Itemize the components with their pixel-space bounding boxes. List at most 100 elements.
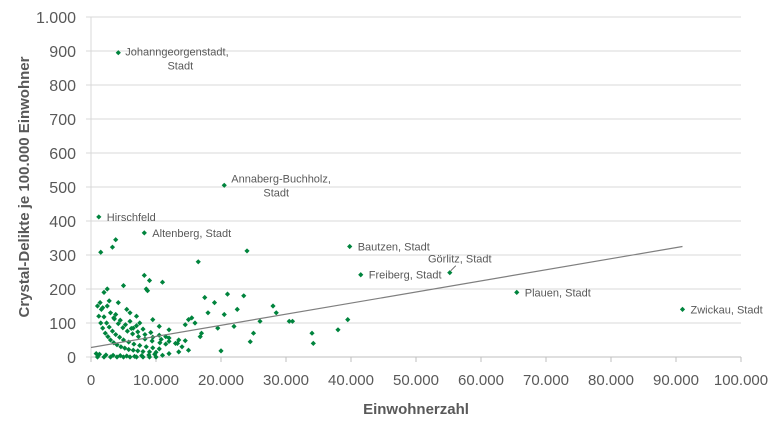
data-point <box>289 318 296 324</box>
data-point <box>146 352 152 358</box>
data-point <box>137 320 143 326</box>
data-point <box>98 306 104 312</box>
data-point <box>115 50 121 56</box>
x-tick-label: 40.000 <box>328 372 374 389</box>
data-point <box>114 342 120 348</box>
data-point <box>113 311 119 318</box>
data-point <box>142 336 148 342</box>
data-point <box>107 337 114 343</box>
data-point <box>335 327 341 333</box>
data-point <box>286 318 292 324</box>
y-tick-label: 200 <box>49 282 76 299</box>
data-point <box>166 338 172 344</box>
x-tick-label: 80.000 <box>588 372 634 389</box>
data-point <box>270 303 276 309</box>
data-point <box>150 317 156 323</box>
data-point <box>159 279 166 285</box>
data-point <box>215 325 221 331</box>
data-point <box>149 338 155 344</box>
data-point <box>135 348 141 354</box>
data-point <box>345 317 351 323</box>
data-point <box>139 353 145 359</box>
data-point <box>104 303 110 309</box>
data-point <box>192 320 198 326</box>
data-point <box>514 289 520 295</box>
data-point <box>115 321 121 327</box>
data-point <box>106 324 112 330</box>
data-point <box>157 340 163 346</box>
data-point <box>309 330 315 336</box>
data-point <box>158 336 164 342</box>
y-tick-label: 0 <box>67 350 76 367</box>
data-point <box>104 320 110 326</box>
trendline <box>90 245 683 349</box>
data-point <box>185 347 192 353</box>
data-point <box>131 341 137 347</box>
data-point <box>143 344 149 350</box>
linear-trendline <box>90 245 683 349</box>
data-point <box>137 342 143 349</box>
data-point <box>182 322 188 328</box>
data-label: Hirschfeld <box>107 212 156 224</box>
data-point <box>166 335 172 341</box>
y-tick-label: 500 <box>49 180 76 197</box>
data-point <box>159 352 166 358</box>
data-point <box>131 353 138 359</box>
data-point <box>111 316 117 322</box>
data-point <box>347 243 353 250</box>
data-point <box>166 351 172 357</box>
data-point <box>126 339 132 345</box>
data-point <box>195 259 201 265</box>
data-point <box>130 347 136 353</box>
data-label: Stadt <box>167 61 193 73</box>
data-point <box>117 317 123 323</box>
data-point <box>133 323 140 329</box>
point-labels: Johanngeorgenstadt, Stadt Annaberg-Buchhol… <box>107 47 763 317</box>
data-point <box>179 344 185 350</box>
data-point <box>166 327 172 333</box>
x-tick-label: 70.000 <box>523 372 569 389</box>
x-tick-label: 60.000 <box>458 372 504 389</box>
data-point <box>140 326 146 332</box>
data-point <box>182 338 188 344</box>
y-axis-title: Crystal-Delikte je 100.000 Einwohner <box>16 56 33 317</box>
data-point <box>156 323 162 329</box>
gridlines <box>86 16 741 358</box>
data-point <box>189 315 195 321</box>
data-point <box>98 320 104 326</box>
x-tick-label: 20.000 <box>198 372 244 389</box>
data-point <box>124 353 130 359</box>
data-point <box>231 323 237 329</box>
y-tick-label: 100 <box>49 316 76 333</box>
x-tick-label: 30.000 <box>263 372 309 389</box>
y-axis-ticks: 0 100 200 300 400 500 600 700 800 900 1.000 <box>36 10 76 367</box>
data-point <box>100 325 106 331</box>
data-point <box>93 351 99 357</box>
data-points <box>93 50 686 360</box>
data-point <box>152 351 158 357</box>
data-point <box>257 318 263 324</box>
data-point <box>109 328 116 334</box>
data-point <box>96 351 103 357</box>
y-tick-label: 1.000 <box>36 10 76 27</box>
y-tick-label: 600 <box>49 146 76 163</box>
data-point <box>122 345 128 351</box>
data-point <box>174 340 181 346</box>
data-point <box>142 331 148 338</box>
x-tick-label: 10.000 <box>133 372 179 389</box>
x-axis-title: Einwohnerzahl <box>363 401 469 418</box>
data-point <box>156 346 162 352</box>
data-point <box>113 331 119 338</box>
y-tick-label: 700 <box>49 112 76 129</box>
data-label: Freiberg, Stadt <box>369 270 442 282</box>
data-point <box>447 270 453 276</box>
data-point <box>241 293 247 299</box>
data-point <box>679 306 686 312</box>
data-point <box>126 346 132 353</box>
data-point <box>146 349 153 355</box>
data-label: Plauen, Stadt <box>525 287 591 299</box>
y-tick-label: 400 <box>49 214 76 231</box>
x-tick-label: 100.000 <box>714 372 768 389</box>
